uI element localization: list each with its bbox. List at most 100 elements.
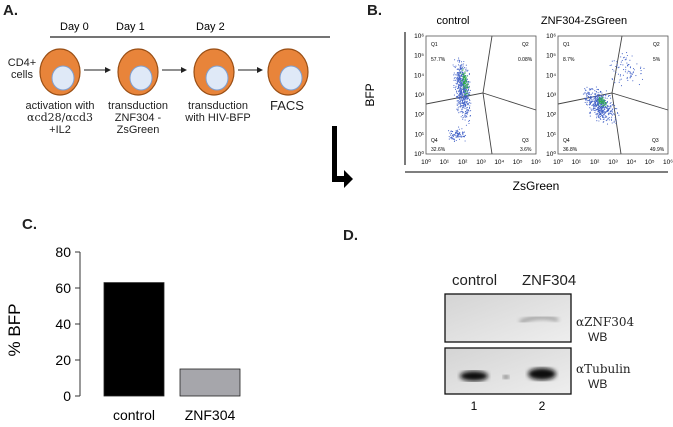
flow-event-dot <box>598 103 600 105</box>
flow-event-dot <box>605 104 607 106</box>
flow-ytick: 10³ <box>547 92 557 99</box>
flow-event-dot <box>605 106 607 108</box>
flow-event-dot <box>604 94 606 96</box>
flow-event-dot <box>599 117 601 119</box>
flow-event-dot <box>600 108 602 110</box>
flow-xtick: 10⁶ <box>531 159 541 166</box>
flow-event-dot <box>449 132 451 134</box>
flow-event-dot <box>611 113 613 115</box>
flow-event-dot <box>594 95 596 97</box>
flow-event-dot <box>464 102 466 104</box>
flow-event-dot <box>461 90 463 92</box>
flow-event-dot <box>602 121 604 123</box>
flow-event-dot <box>594 111 596 114</box>
flow-event-dot <box>586 97 588 99</box>
flow-event-dot <box>462 118 464 120</box>
flow-event-dot <box>619 79 621 81</box>
flow-event-dot <box>594 97 596 99</box>
flow-xtick: 10⁰ <box>421 158 431 166</box>
flow-event-dot <box>586 104 588 106</box>
flow-event-dot <box>457 103 459 105</box>
flow-event-dot <box>595 101 597 103</box>
flow-event-dot <box>609 111 611 113</box>
svg-text:Q1: Q1 <box>563 42 570 48</box>
flow-event-dot <box>596 100 598 102</box>
flow-event-dot <box>632 67 635 70</box>
flow-event-dot <box>600 95 602 97</box>
flow-event-dot <box>596 98 598 100</box>
flow-event-dot <box>611 110 613 112</box>
flow-event-dot <box>605 111 607 113</box>
flow-event-dot <box>593 107 595 109</box>
flow-event-dot <box>454 79 456 81</box>
flow-event-dot <box>605 115 607 117</box>
flow-event-dot <box>462 77 464 79</box>
flow-event-dot <box>458 95 460 97</box>
flow-event-dot <box>597 98 599 100</box>
wb-lane-number-2: 2 <box>539 399 546 412</box>
flow-event-dot <box>590 97 592 99</box>
flow-event-dot <box>453 85 455 87</box>
flow-event-dot <box>607 118 609 120</box>
flow-event-dot <box>448 135 450 138</box>
flow-event-dot <box>615 108 617 110</box>
chart-y-label: % BFP <box>5 304 24 357</box>
flow-event-dot <box>600 105 602 107</box>
flow-event-dot <box>461 104 463 107</box>
flow-event-dot <box>462 136 464 138</box>
flow-event-dot <box>457 60 459 62</box>
flow-event-dot <box>601 105 603 107</box>
flow-event-dot <box>597 91 599 94</box>
flow-event-dot <box>604 102 606 104</box>
step-activation-text: activation with αcd28/αcd3 +IL2 <box>25 100 95 136</box>
flow-event-dot <box>599 98 601 100</box>
bar-label-znf304: ZNF304 <box>185 407 236 423</box>
flow-event-dot <box>463 94 465 97</box>
flow-event-dot <box>464 82 466 84</box>
flow-xtick: 10¹ <box>440 159 450 166</box>
flow-event-dot <box>459 88 461 90</box>
flow-event-dot <box>455 130 457 132</box>
flow-event-dot <box>584 98 586 100</box>
flow-event-dot <box>598 120 600 122</box>
flow-event-dot <box>607 110 609 112</box>
flow-event-dot <box>449 137 451 139</box>
step-facs-text: FACS <box>270 98 304 113</box>
flow-event-dot <box>595 86 597 88</box>
wb-znf304-label: αZNF304 WB <box>576 315 635 344</box>
flow-event-dot <box>594 101 596 103</box>
flow-event-dot <box>457 87 459 89</box>
flow-event-dot <box>620 56 622 58</box>
flow-event-dot <box>599 97 601 99</box>
flow-event-dot <box>462 65 464 67</box>
flow-event-dot <box>626 64 629 66</box>
flow-event-dot <box>600 109 602 111</box>
flow-event-dot <box>600 112 602 114</box>
flow-event-dot <box>593 100 596 102</box>
flow-event-dot <box>594 102 596 104</box>
flow-event-dot <box>463 97 465 99</box>
wb-lane-number-1: 1 <box>471 399 478 412</box>
flow-ytick: 10⁵ <box>414 53 424 60</box>
flow-event-dot <box>588 100 590 102</box>
flow-event-dot <box>589 94 591 96</box>
flow-event-dot <box>466 116 468 118</box>
flow-event-dot <box>624 71 626 73</box>
flow-event-dot <box>454 74 456 76</box>
flow-event-dot <box>462 114 464 117</box>
flow-event-dot <box>600 97 602 99</box>
flow-event-dot <box>638 84 640 86</box>
flow-event-dot <box>602 118 604 120</box>
wb-znf304-band <box>444 293 572 343</box>
flow-event-dot <box>465 84 467 86</box>
flow-event-dot <box>585 103 588 105</box>
flow-event-dot <box>458 106 460 108</box>
flow-event-dot <box>603 105 605 107</box>
flow-event-dot <box>465 112 467 114</box>
flow-event-dot <box>459 91 461 93</box>
flow-event-dot <box>604 97 607 99</box>
flow-event-dot <box>465 75 467 77</box>
flow-event-dot <box>461 63 463 65</box>
chart-ytick-label: 20 <box>55 352 71 368</box>
flow-event-dot <box>598 108 600 110</box>
